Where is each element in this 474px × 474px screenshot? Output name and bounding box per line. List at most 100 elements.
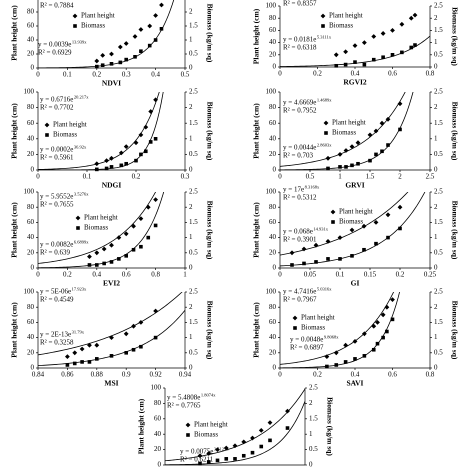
x-tick-label: 0.8 <box>426 70 435 78</box>
y-tick-label: 60 <box>269 318 277 326</box>
equation: y = 0.0002e <box>40 146 73 154</box>
point <box>250 435 255 441</box>
point <box>379 120 385 126</box>
point <box>373 220 379 225</box>
point <box>232 443 238 449</box>
y2-tick-label: 2.5 <box>434 88 443 96</box>
point <box>380 312 386 318</box>
point <box>109 51 114 57</box>
point <box>215 458 220 463</box>
y-tick-label: 40 <box>27 333 35 341</box>
y-tick-label: 100 <box>24 188 35 196</box>
r-squared: R² = 0.7884 <box>40 2 74 10</box>
point <box>353 357 357 361</box>
y-tick-label: 20 <box>27 348 35 356</box>
equation-exponent: 2.8603x <box>317 143 332 148</box>
point <box>65 363 70 367</box>
point <box>326 257 330 261</box>
point <box>285 426 290 430</box>
point <box>138 27 144 32</box>
y-tick-label: 60 <box>269 218 277 226</box>
y-tick-label: 80 <box>269 303 277 311</box>
y-axis-label: Plant height (cm) <box>10 302 19 358</box>
point <box>95 167 99 172</box>
y2-tick-label: 2 <box>434 103 438 111</box>
y2-tick-label: 0 <box>434 364 438 372</box>
x-tick-label: 0 <box>278 271 282 279</box>
y2-tick-label: 0.5 <box>434 50 443 58</box>
point <box>386 143 390 147</box>
y2-tick-label: 2 <box>189 8 193 16</box>
legend-label: Biomass <box>339 218 363 226</box>
legend-label: Biomass <box>81 22 105 30</box>
x-tick-label: 2 <box>398 173 402 181</box>
y2-tick-label: 0 <box>189 264 193 272</box>
y-tick-label: 0 <box>273 166 277 174</box>
y-tick-label: 0 <box>273 264 277 272</box>
point <box>153 38 158 42</box>
r-squared: R² = 0.6929 <box>38 49 72 57</box>
point <box>313 242 319 248</box>
point <box>334 63 339 68</box>
legend-label: Plant height <box>332 119 366 127</box>
point <box>333 350 339 356</box>
y-tick-label: 0 <box>273 364 277 372</box>
x-tick-label: 0.15 <box>364 271 377 279</box>
equation: y = 5.4808e <box>167 394 200 402</box>
point <box>153 13 158 18</box>
point <box>409 45 414 50</box>
equation-exponent: 8.3168x <box>305 185 320 190</box>
y-tick-label: 20 <box>27 50 35 58</box>
point <box>289 250 295 256</box>
y-tick-label: 40 <box>154 430 162 438</box>
point <box>109 260 114 264</box>
x-tick-label: 0 <box>278 371 282 379</box>
point <box>132 34 138 39</box>
equation: y = 0.0075e <box>180 448 213 456</box>
x-tick-label: 1.5 <box>366 173 375 181</box>
x-tick-label: 0.6 <box>388 371 397 379</box>
x-axis-label: SAVI <box>347 379 364 388</box>
point <box>104 166 109 171</box>
point <box>139 152 143 157</box>
y-tick-label: 60 <box>269 26 277 34</box>
r-squared: R² = 0.639 <box>40 249 70 257</box>
point <box>325 155 331 161</box>
y-axis-label: Plant height (cm) <box>252 202 261 258</box>
point <box>385 212 391 218</box>
y2-tick-label: 1 <box>434 134 438 142</box>
legend-label: Plant height <box>81 12 115 20</box>
legend-label: Biomass <box>329 22 353 30</box>
point <box>147 23 153 29</box>
point <box>381 55 385 60</box>
x-tick-label: 0.2 <box>313 371 322 379</box>
point <box>399 21 405 27</box>
y2-tick-label: 0.5 <box>189 50 198 58</box>
r-squared: R² = 0.7655 <box>40 201 74 209</box>
y2-tick-label: 0 <box>434 264 438 272</box>
equation: y = 5E-06e <box>40 288 71 296</box>
x-tick-label: 0.3 <box>122 71 131 79</box>
point <box>380 149 384 154</box>
fit-curve <box>280 92 406 167</box>
x-tick-label: 0.9 <box>122 371 131 379</box>
y-tick-label: 40 <box>269 38 277 46</box>
panel: 0.84 0.86 0.88 0.9 0.92 0.9402040608010000.51… <box>10 287 215 388</box>
point <box>321 24 325 28</box>
legend-label: Biomass <box>194 431 218 439</box>
point <box>79 346 85 352</box>
x-axis-label: MSI <box>104 379 118 388</box>
point <box>380 31 386 36</box>
y-tick-label: 80 <box>27 203 35 211</box>
equation-exponent: 31.79x <box>72 330 85 335</box>
point <box>159 27 164 31</box>
point <box>119 163 124 168</box>
fit-curve <box>165 401 305 465</box>
y2-tick-label: 0 <box>434 63 438 71</box>
y2-tick-label: 2 <box>189 103 193 111</box>
x-axis-label: NDVI <box>102 79 121 88</box>
y-tick-label: 20 <box>27 248 35 256</box>
equation: y = 0.0039e <box>38 41 71 49</box>
point <box>362 62 367 67</box>
y-tick-label: 60 <box>27 119 35 127</box>
